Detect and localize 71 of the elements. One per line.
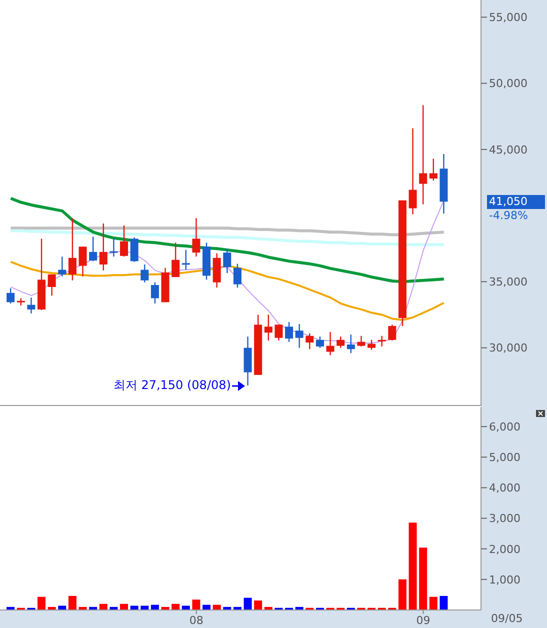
bar <box>254 600 262 610</box>
bar <box>398 579 406 610</box>
candlestick <box>306 332 314 350</box>
candlestick <box>264 314 272 342</box>
x-tick-label: 08 <box>189 614 204 627</box>
y-tick-label: 45,000 <box>489 143 528 156</box>
bar <box>440 596 448 610</box>
y-tick-label: 50,000 <box>489 77 528 90</box>
candlestick <box>68 218 76 281</box>
bar <box>120 604 128 610</box>
bar <box>192 600 200 610</box>
candlestick <box>58 256 66 277</box>
bar <box>38 596 46 610</box>
candlestick <box>99 222 108 272</box>
candlestick <box>233 263 242 288</box>
candlestick <box>285 321 294 342</box>
bar <box>244 598 252 610</box>
y-tick-label: 3,000 <box>489 512 520 526</box>
bar <box>68 596 76 610</box>
y-tick-label: 35,000 <box>489 276 528 289</box>
candlestick <box>316 336 324 348</box>
bar <box>408 522 417 610</box>
candlestick <box>388 324 396 342</box>
line-series <box>9 229 446 246</box>
y-tick-label: 2,000 <box>489 542 520 556</box>
candlestick <box>368 339 376 350</box>
candlestick <box>130 236 138 262</box>
bar <box>58 606 66 610</box>
bar <box>172 604 180 610</box>
candlestick <box>408 128 417 215</box>
candlestick <box>78 246 87 277</box>
text: 41,050 <box>487 194 545 209</box>
candlestick <box>27 296 36 314</box>
candlestick <box>429 158 438 182</box>
candlestick <box>172 242 180 278</box>
bar <box>140 606 149 610</box>
x-tick-label: 09 <box>416 614 430 627</box>
candlestick <box>326 331 334 356</box>
y-tick-label: 4,000 <box>489 482 520 495</box>
annotation: 최저 27,150 (08/08) <box>113 376 231 392</box>
candlestick <box>120 224 128 258</box>
text: 09/05 <box>491 612 523 626</box>
candlestick <box>182 249 190 270</box>
bar <box>99 604 108 610</box>
candlestick <box>150 282 159 304</box>
candlestick <box>140 264 149 283</box>
candlestick <box>378 335 386 348</box>
candlestick <box>346 334 355 354</box>
candlestick <box>357 335 366 348</box>
candlestick <box>48 274 56 296</box>
candlestick <box>419 104 428 205</box>
bar <box>429 596 438 610</box>
candlestick <box>295 323 304 348</box>
candlestick <box>336 336 345 348</box>
candlestick <box>223 248 232 274</box>
y-tick-label: 30,000 <box>489 342 528 355</box>
candlestick <box>110 237 118 258</box>
bar <box>182 606 190 610</box>
y-tick-label: 55,000 <box>489 11 528 24</box>
candlestick <box>89 236 98 262</box>
bar <box>130 606 138 610</box>
candlestick <box>6 288 15 304</box>
y-tick-label: 5,000 <box>489 451 520 464</box>
y-tick-label: 1,000 <box>489 573 520 586</box>
candlestick <box>274 324 283 342</box>
bar <box>419 548 428 610</box>
line-series <box>9 226 446 236</box>
y-tick-label: 6,000 <box>489 420 520 434</box>
candlestick <box>192 218 200 258</box>
line-series <box>9 196 446 284</box>
text: -4.98% <box>488 208 528 223</box>
